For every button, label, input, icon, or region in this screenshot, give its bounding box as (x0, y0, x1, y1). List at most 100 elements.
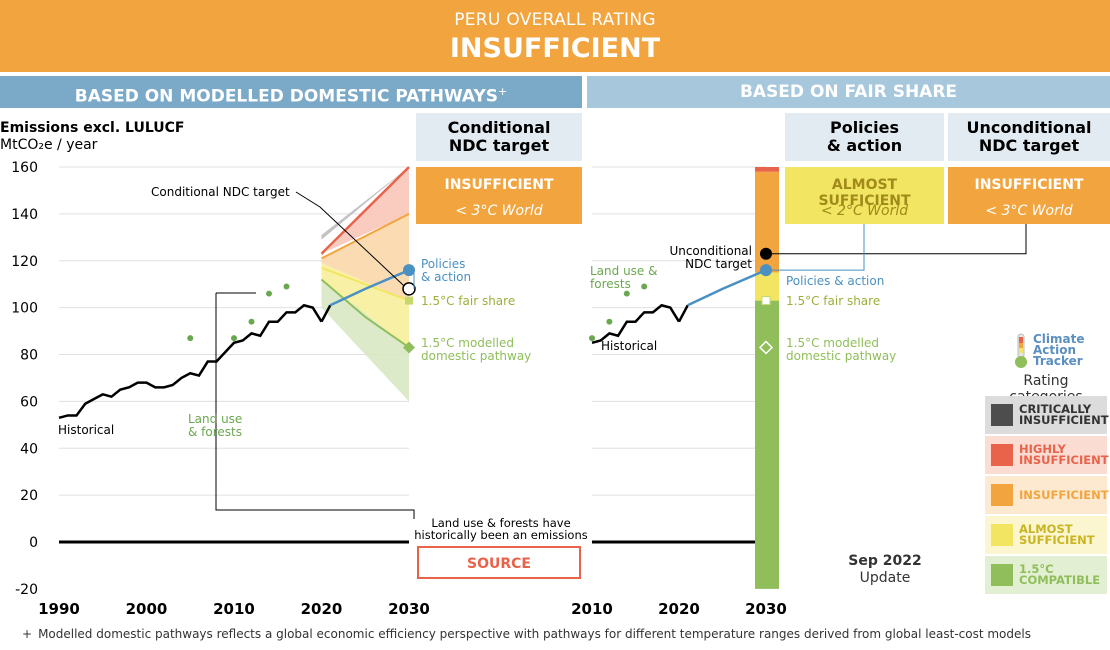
y-tick-label: 0 (29, 535, 38, 551)
rating-subtitle: PERU OVERALL RATING (454, 10, 656, 30)
policies-marker (403, 264, 415, 277)
source-box: SOURCE (417, 546, 581, 579)
land-use-point (283, 283, 290, 290)
world-label: < 3°C World (985, 203, 1073, 219)
footnote: + Modelled domestic pathways reflects a g… (22, 627, 1031, 641)
pathway-range (321, 213, 409, 301)
overall-rating-header: PERU OVERALL RATING INSUFFICIENT (0, 0, 1110, 72)
legend-category: 1.5°C COMPATIBLE (985, 556, 1107, 594)
legend-label: 1.5°C COMPATIBLE (1019, 562, 1101, 587)
col-head-unconditional: Unconditional NDC target (948, 113, 1110, 161)
rating-title: INSUFFICIENT (449, 33, 661, 64)
x-tick-label: 2020 (658, 600, 700, 618)
pathway-range (321, 167, 409, 257)
land-use-point-right (623, 290, 630, 297)
y-tick-label: 60 (20, 394, 38, 410)
historical-line (58, 303, 323, 419)
unconditional-ndc-label: Unconditional NDC target (669, 244, 752, 271)
source-note: Land use & forests have historically bee… (414, 516, 588, 542)
rating-label: ALMOST SUFFICIENT (818, 177, 911, 209)
historical-line (320, 304, 332, 323)
y-tick-label: 100 (11, 301, 38, 317)
y-tick-label: 140 (11, 207, 38, 223)
update-label: Update (859, 570, 911, 586)
world-label: < 3°C World (455, 203, 543, 219)
x-tick-label: 2010 (571, 600, 613, 618)
legend-category: INSUFFICIENT (985, 476, 1109, 514)
land-use-point-right (606, 318, 613, 325)
legend-swatch (991, 484, 1013, 506)
rating-box-unconditional: INSUFFICIENT < 3°C World (948, 167, 1110, 224)
land-use-point (187, 335, 194, 342)
unconditional-ndc-marker (760, 247, 772, 260)
x-tick-label: 2030 (388, 600, 430, 618)
conditional-ndc-leader (295, 191, 405, 287)
rating-label: INSUFFICIENT (974, 177, 1084, 193)
land-use-point-right (589, 335, 595, 342)
rating-label: INSUFFICIENT (444, 177, 554, 193)
source-leader (215, 293, 415, 519)
footnote-mark: + (22, 627, 33, 641)
historical-label: Historical (58, 423, 114, 437)
fair-share-segment (755, 272, 779, 301)
band-modelled-pathways: BASED ON MODELLED DOMESTIC PATHWAYS+ (0, 76, 582, 108)
legend-category: ALMOST SUFFICIENT (985, 516, 1107, 554)
y-tick-label: 80 (20, 348, 38, 364)
land-use-label: Land use & forests (188, 412, 242, 439)
modelled-pathway-marker-right (758, 340, 774, 355)
world-label: < 2°C World (820, 203, 909, 219)
legend-swatch (991, 444, 1013, 466)
land-use-point (248, 318, 255, 325)
col-head-policies: Policies & action (785, 113, 944, 161)
cat-logo-text: Climate Action Tracker (1033, 332, 1085, 368)
historical-line-right (677, 304, 689, 323)
x-tick-label: 2030 (745, 600, 787, 618)
col-head-conditional: Conditional NDC target (416, 113, 582, 161)
rating-box-conditional: INSUFFICIENT < 3°C World (416, 167, 582, 224)
footnote-text: Modelled domestic pathways reflects a gl… (38, 627, 1031, 641)
policies-leader-left (413, 269, 415, 289)
modelled-pathway-marker (403, 341, 415, 354)
policies-label-right: Policies & action (786, 274, 884, 288)
thermometer-icon (1013, 333, 1029, 373)
y-axis-label: Emissions excl. LULUCF (0, 120, 185, 136)
modelled-label-right: 1.5°C modelled domestic pathway (786, 336, 896, 363)
y-axis-unit: MtCO₂e / year (0, 137, 98, 153)
historical-line-right (591, 303, 681, 344)
update-date: Sep 2022 (848, 553, 922, 569)
band-left-mark: + (498, 85, 508, 98)
highly-insufficient-line (320, 166, 410, 255)
x-tick-label: 2000 (126, 600, 168, 618)
legend-label: ALMOST SUFFICIENT (1019, 522, 1095, 547)
legend-swatch (991, 524, 1013, 546)
fair-share-segment (755, 300, 779, 589)
fair-share-segment (755, 167, 779, 172)
fair-share-label: 1.5°C fair share (421, 294, 515, 308)
x-tick-label: 1990 (38, 600, 80, 618)
modelled-label: 1.5°C modelled domestic pathway (421, 336, 531, 363)
policies-leader (772, 224, 865, 271)
update-note: Sep 2022 Update (830, 553, 940, 587)
fair-share-marker-right (761, 296, 771, 306)
pathway-range (321, 167, 409, 240)
policies-label: Policies & action (421, 257, 471, 284)
fair-share-label-right: 1.5°C fair share (786, 294, 880, 308)
land-use-point-right (641, 283, 648, 290)
policies-action-line-right (687, 268, 767, 307)
land-use-point (266, 290, 272, 297)
y-tick-label: 40 (20, 441, 38, 457)
fair-share-segment (755, 171, 779, 273)
almost-sufficient-line (321, 266, 410, 302)
pathway-range (321, 279, 409, 402)
fair-share-marker (405, 296, 413, 305)
legend-label: INSUFFICIENT (1019, 487, 1109, 502)
y-tick-label: 120 (11, 254, 38, 270)
legend-swatch (991, 404, 1013, 426)
band-left-label: BASED ON MODELLED DOMESTIC PATHWAYS (74, 86, 499, 107)
band-fair-share: BASED ON FAIR SHARE (587, 76, 1110, 108)
legend-swatch (991, 564, 1013, 586)
policies-marker-right (760, 264, 772, 277)
modelled-pathway-line (320, 278, 410, 349)
y-tick-label: 160 (11, 160, 38, 176)
legend-label: HIGHLY INSUFFICIENT (1019, 442, 1109, 467)
